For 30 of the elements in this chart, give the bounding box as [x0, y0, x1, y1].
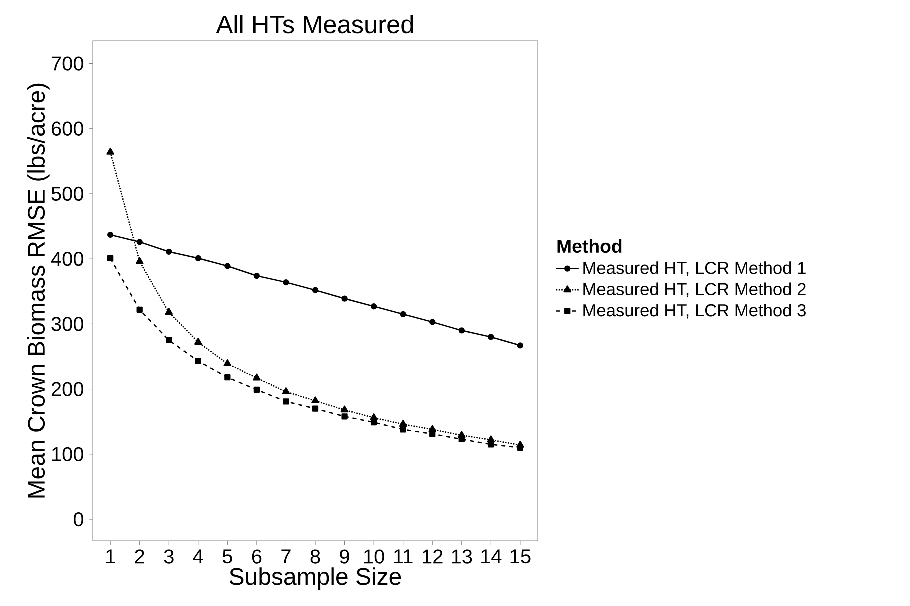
x-tick-label: 14	[482, 550, 502, 564]
y-tick-label: 0	[74, 512, 84, 527]
y-axis-title: Mean Crown Biomass RMSE (lbs/acre)	[27, 84, 50, 498]
x-tick-label: 15	[510, 550, 531, 564]
x-tick-label: 7	[282, 550, 291, 564]
legend-label: Measured HT, LCR Method 3	[584, 304, 806, 319]
legend-title: Method	[558, 239, 622, 254]
x-tick-label: 12	[423, 550, 443, 564]
chart-title: All HTs Measured	[216, 15, 414, 34]
x-axis-title: Subsample Size	[230, 568, 402, 590]
x-tick-label: 11	[394, 550, 413, 564]
x-tick-label: 13	[452, 550, 472, 564]
y-tick-label: 100	[52, 447, 84, 462]
x-tick-label: 5	[222, 550, 232, 564]
x-tick-label: 4	[193, 550, 204, 564]
legend-label: Measured HT, LCR Method 1	[584, 262, 806, 276]
y-tick-label: 400	[51, 252, 84, 266]
y-tick-label: 200	[52, 382, 84, 396]
y-tick-label: 700	[52, 56, 84, 71]
x-tick-label: 3	[164, 550, 174, 564]
y-tick-label: 600	[52, 122, 84, 136]
x-tick-label: 10	[364, 550, 384, 564]
x-tick-label: 2	[135, 550, 144, 564]
x-tick-label: 8	[310, 550, 320, 564]
x-tick-label: 6	[252, 550, 262, 564]
y-tick-label: 300	[52, 317, 84, 332]
y-tick-label: 500	[52, 186, 84, 202]
x-tick-label: 1	[106, 550, 116, 564]
legend-label: Measured HT, LCR Method 2	[584, 282, 806, 298]
x-tick-label: 9	[340, 550, 350, 564]
